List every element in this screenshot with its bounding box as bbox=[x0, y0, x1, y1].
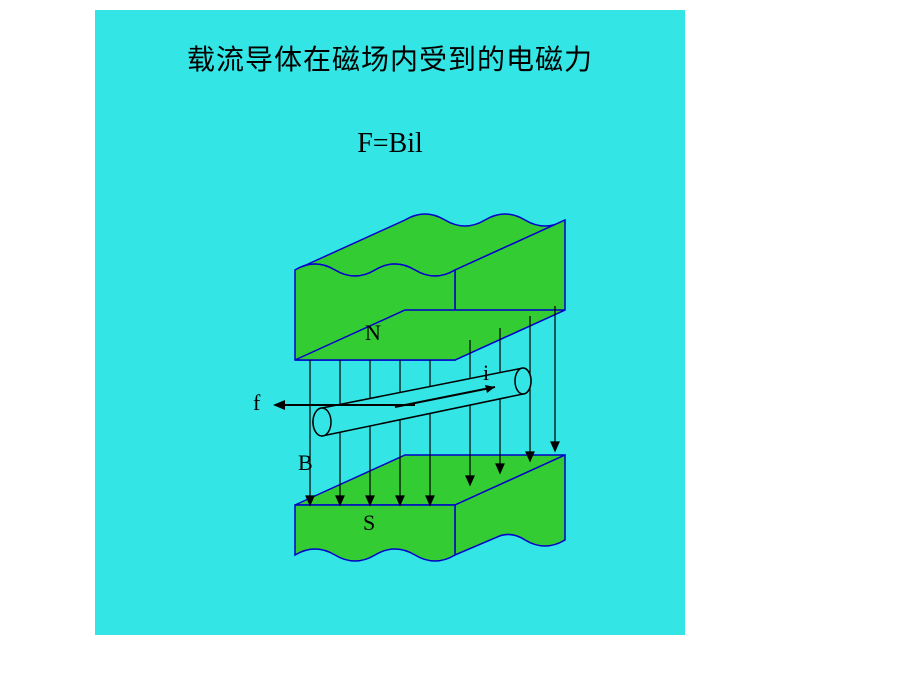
diagram-canvas: 载流导体在磁场内受到的电磁力 F=Bil bbox=[95, 10, 685, 635]
label-current: i bbox=[483, 360, 489, 386]
label-field: B bbox=[298, 450, 313, 476]
label-n-pole: N bbox=[365, 320, 381, 346]
label-force: f bbox=[253, 390, 260, 416]
conductor-rod bbox=[313, 368, 531, 436]
label-s-pole: S bbox=[363, 510, 375, 536]
physics-diagram bbox=[95, 10, 685, 635]
